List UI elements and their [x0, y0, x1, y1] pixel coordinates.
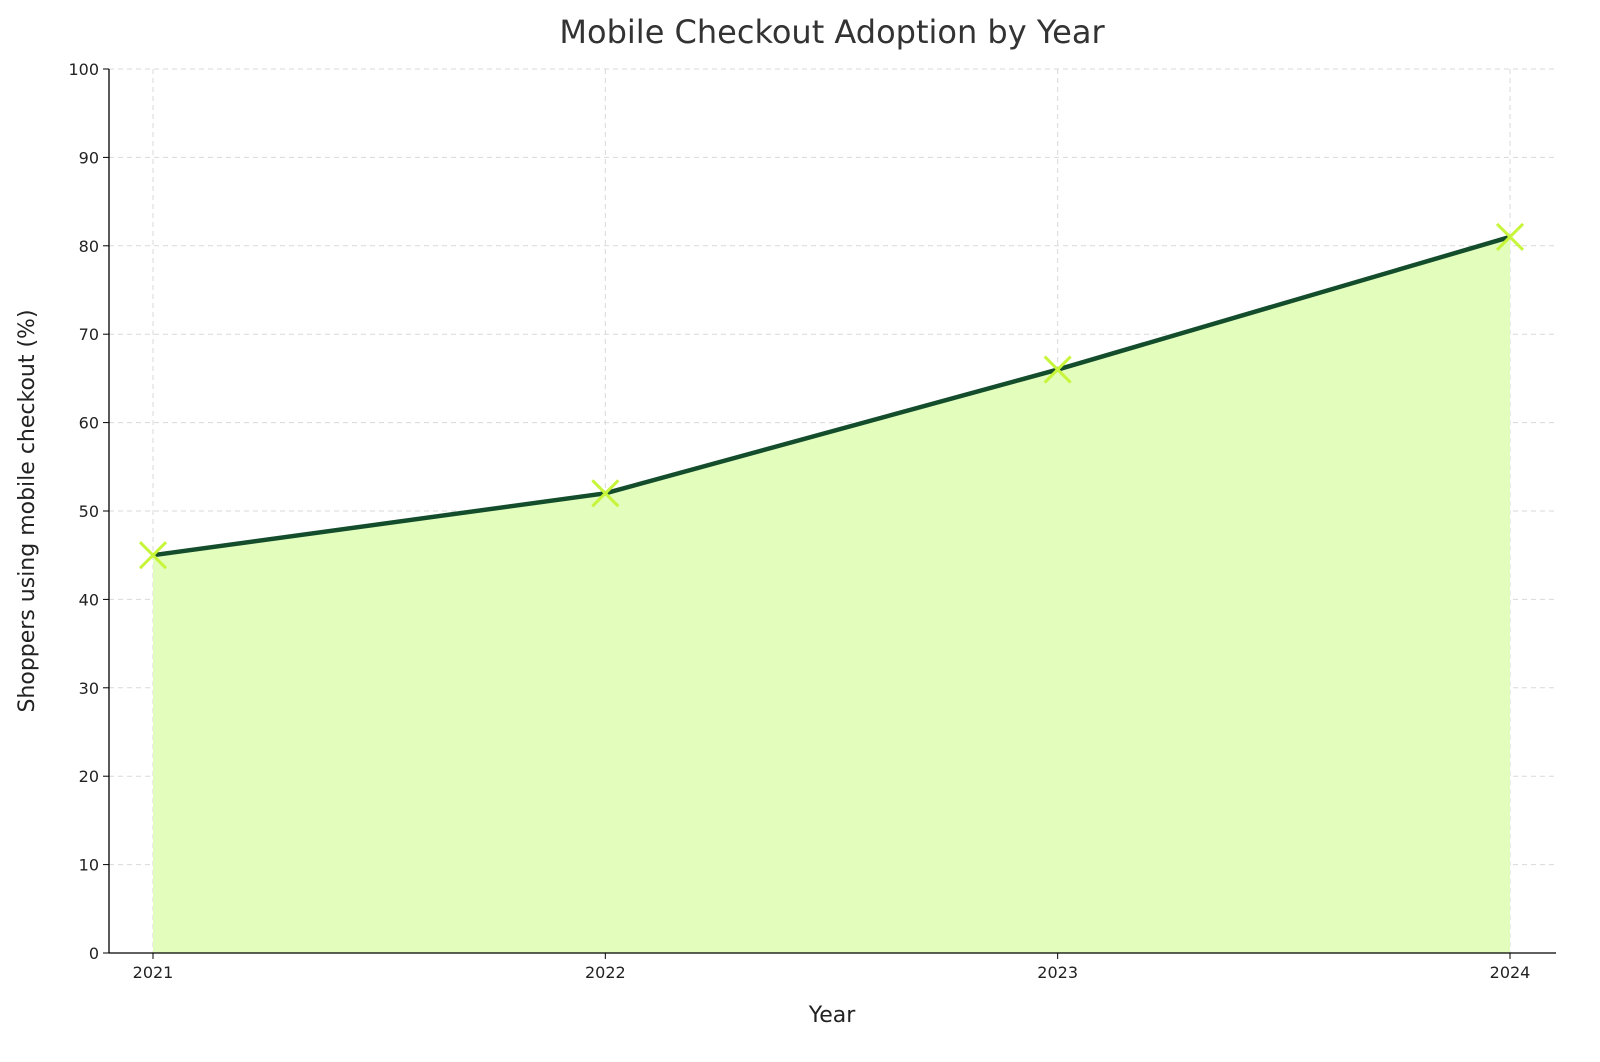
y-tick-label: 80 [79, 237, 99, 256]
data-point-marker [138, 541, 168, 570]
data-point-marker [591, 479, 620, 508]
data-point-marker [1043, 355, 1072, 384]
x-axis-label: Year [808, 1003, 857, 1028]
x-ticks: 2021 2022 2023 2024 [133, 953, 1531, 982]
y-tick-label: 20 [79, 767, 99, 786]
markers [138, 222, 1525, 570]
y-axis-label: Shoppers using mobile checkout (%) [15, 309, 40, 712]
y-tick-label: 100 [68, 60, 99, 79]
y-tick-label: 50 [79, 502, 99, 521]
y-tick-label: 70 [79, 325, 99, 344]
y-tick-label: 30 [79, 679, 99, 698]
x-tick-label: 2024 [1490, 963, 1531, 982]
y-tick-label: 0 [89, 944, 99, 963]
y-ticks: 0 10 20 30 40 50 60 70 80 90 100 [68, 60, 109, 963]
y-tick-label: 10 [79, 856, 99, 875]
area-fill [153, 236, 1510, 953]
x-tick-label: 2023 [1037, 963, 1078, 982]
data-point-marker [1495, 222, 1525, 252]
y-tick-label: 40 [79, 590, 99, 609]
y-tick-label: 90 [79, 148, 99, 167]
x-tick-label: 2022 [585, 963, 626, 982]
x-tick-label: 2021 [133, 963, 174, 982]
chart-title: Mobile Checkout Adoption by Year [559, 13, 1105, 51]
series-line [152, 234, 1511, 558]
y-tick-label: 60 [79, 414, 99, 433]
